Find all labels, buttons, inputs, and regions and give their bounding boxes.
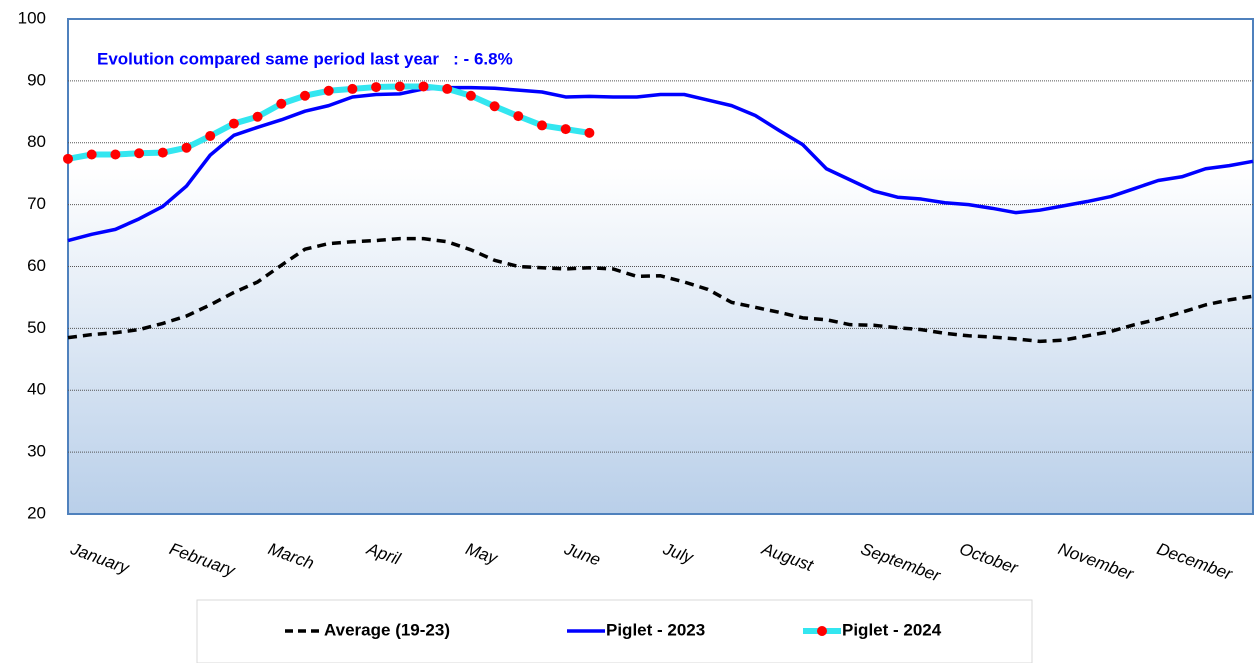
x-tick-label: February	[167, 539, 239, 581]
legend-label: Piglet - 2024	[842, 620, 942, 639]
x-tick-label: June	[561, 539, 603, 570]
marker	[276, 98, 287, 109]
marker	[442, 83, 453, 94]
marker	[394, 81, 405, 92]
y-tick-label: 20	[27, 503, 46, 522]
marker	[157, 147, 168, 158]
marker	[323, 85, 334, 96]
legend-marker	[817, 626, 827, 636]
marker	[489, 101, 500, 112]
y-tick-label: 90	[27, 70, 46, 89]
y-tick-label: 100	[18, 8, 46, 27]
y-tick-label: 40	[27, 380, 46, 399]
x-tick-label: May	[463, 539, 501, 568]
x-tick-label: November	[1056, 539, 1137, 584]
marker	[252, 111, 263, 122]
marker	[347, 83, 358, 94]
legend	[196, 599, 1033, 663]
x-tick-label: August	[758, 539, 816, 576]
x-tick-label: March	[266, 539, 317, 573]
marker	[86, 149, 97, 160]
marker	[513, 111, 524, 122]
marker	[537, 120, 547, 131]
marker	[228, 118, 239, 129]
marker	[418, 81, 429, 92]
y-tick-label: 30	[27, 442, 46, 461]
marker	[205, 130, 216, 141]
x-tick-label: October	[957, 539, 1022, 578]
x-tick-label: January	[67, 539, 133, 578]
y-tick-label: 50	[27, 318, 46, 337]
legend-label: Piglet - 2023	[606, 620, 705, 639]
y-tick-label: 80	[27, 132, 46, 151]
legend-label: Average (19-23)	[324, 620, 450, 639]
x-tick-label: December	[1154, 539, 1235, 584]
y-tick-label: 70	[27, 194, 46, 213]
x-tick-label: July	[660, 539, 697, 568]
marker	[465, 90, 476, 101]
y-tick-label: 60	[27, 256, 46, 275]
marker	[584, 127, 595, 138]
annotation: Evolution compared same period last year…	[97, 49, 513, 68]
marker	[560, 124, 571, 135]
marker	[134, 148, 145, 159]
x-tick-label: April	[363, 539, 404, 569]
x-tick-label: September	[858, 539, 944, 586]
marker	[300, 90, 310, 101]
marker	[110, 149, 121, 160]
line	[67, 85, 1254, 243]
marker	[63, 153, 73, 164]
marker	[181, 142, 192, 153]
line	[67, 236, 1254, 344]
marker	[371, 82, 382, 93]
